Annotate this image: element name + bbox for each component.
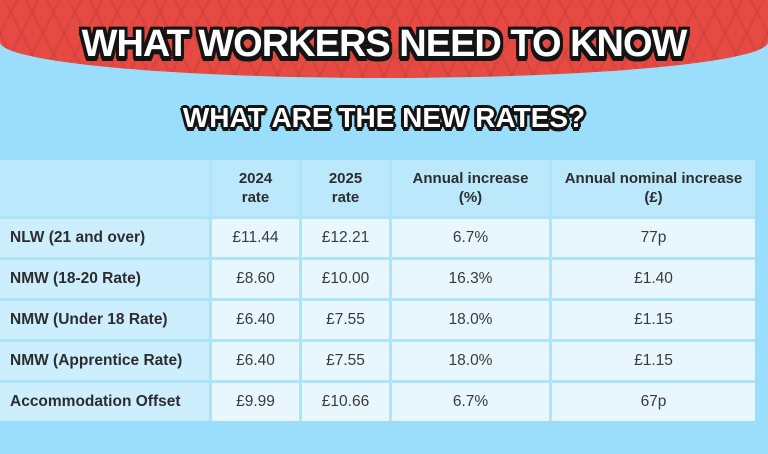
- header-line: 2025: [328, 169, 363, 187]
- cell-nmw-18-20-increase-nominal: £1.40: [552, 260, 755, 298]
- header-line: 2024: [238, 169, 273, 187]
- page-title: WHAT WORKERS NEED TO KNOW: [81, 22, 688, 65]
- cell-nmw-apprentice-increase-nominal: £1.15: [552, 342, 755, 380]
- red-banner: WHAT WORKERS NEED TO KNOW: [0, 0, 768, 78]
- header-cell-2025-rate: 2025 rate: [302, 160, 389, 216]
- header-cell-2024-rate: 2024 rate: [212, 160, 299, 216]
- rates-table: 2024 rate 2025 rate Annual increase (%) …: [0, 160, 755, 421]
- cell-nmw-18-20-2025: £10.00: [302, 260, 389, 298]
- section-subtitle: WHAT ARE THE NEW RATES?: [182, 102, 586, 133]
- header-cell-annual-increase-pct: Annual increase (%): [392, 160, 549, 216]
- cell-accommodation-2024: £9.99: [212, 383, 299, 421]
- header-cell-annual-nominal-increase: Annual nominal increase (£): [552, 160, 755, 216]
- header-line: Annual nominal increase: [564, 169, 743, 187]
- header-line: Annual increase: [412, 169, 529, 187]
- row-label-accommodation-offset: Accommodation Offset: [0, 383, 209, 421]
- row-label-nmw-18-20: NMW (18-20 Rate): [0, 260, 209, 298]
- cell-accommodation-2025: £10.66: [302, 383, 389, 421]
- cell-nmw-apprentice-2024: £6.40: [212, 342, 299, 380]
- cell-nlw-increase-pct: 6.7%: [392, 219, 549, 257]
- cell-nlw-increase-nominal: 77p: [552, 219, 755, 257]
- cell-nmw-18-20-2024: £8.60: [212, 260, 299, 298]
- cell-accommodation-increase-pct: 6.7%: [392, 383, 549, 421]
- cell-nmw-18-20-increase-pct: 16.3%: [392, 260, 549, 298]
- row-label-nmw-apprentice: NMW (Apprentice Rate): [0, 342, 209, 380]
- header-cell-blank: [0, 160, 209, 216]
- row-label-nmw-under-18: NMW (Under 18 Rate): [0, 301, 209, 339]
- cell-nmw-apprentice-increase-pct: 18.0%: [392, 342, 549, 380]
- cell-nmw-under-18-2025: £7.55: [302, 301, 389, 339]
- cell-nmw-apprentice-2025: £7.55: [302, 342, 389, 380]
- cell-nmw-under-18-increase-pct: 18.0%: [392, 301, 549, 339]
- cell-nlw-2025: £12.21: [302, 219, 389, 257]
- row-label-nlw: NLW (21 and over): [0, 219, 209, 257]
- header-line: (£): [644, 189, 663, 206]
- cell-nmw-under-18-increase-nominal: £1.15: [552, 301, 755, 339]
- cell-nmw-under-18-2024: £6.40: [212, 301, 299, 339]
- header-line: (%): [458, 189, 483, 206]
- header-line: rate: [241, 189, 270, 206]
- cell-accommodation-increase-nominal: 67p: [552, 383, 755, 421]
- cell-nlw-2024: £11.44: [212, 219, 299, 257]
- header-line: rate: [331, 189, 360, 206]
